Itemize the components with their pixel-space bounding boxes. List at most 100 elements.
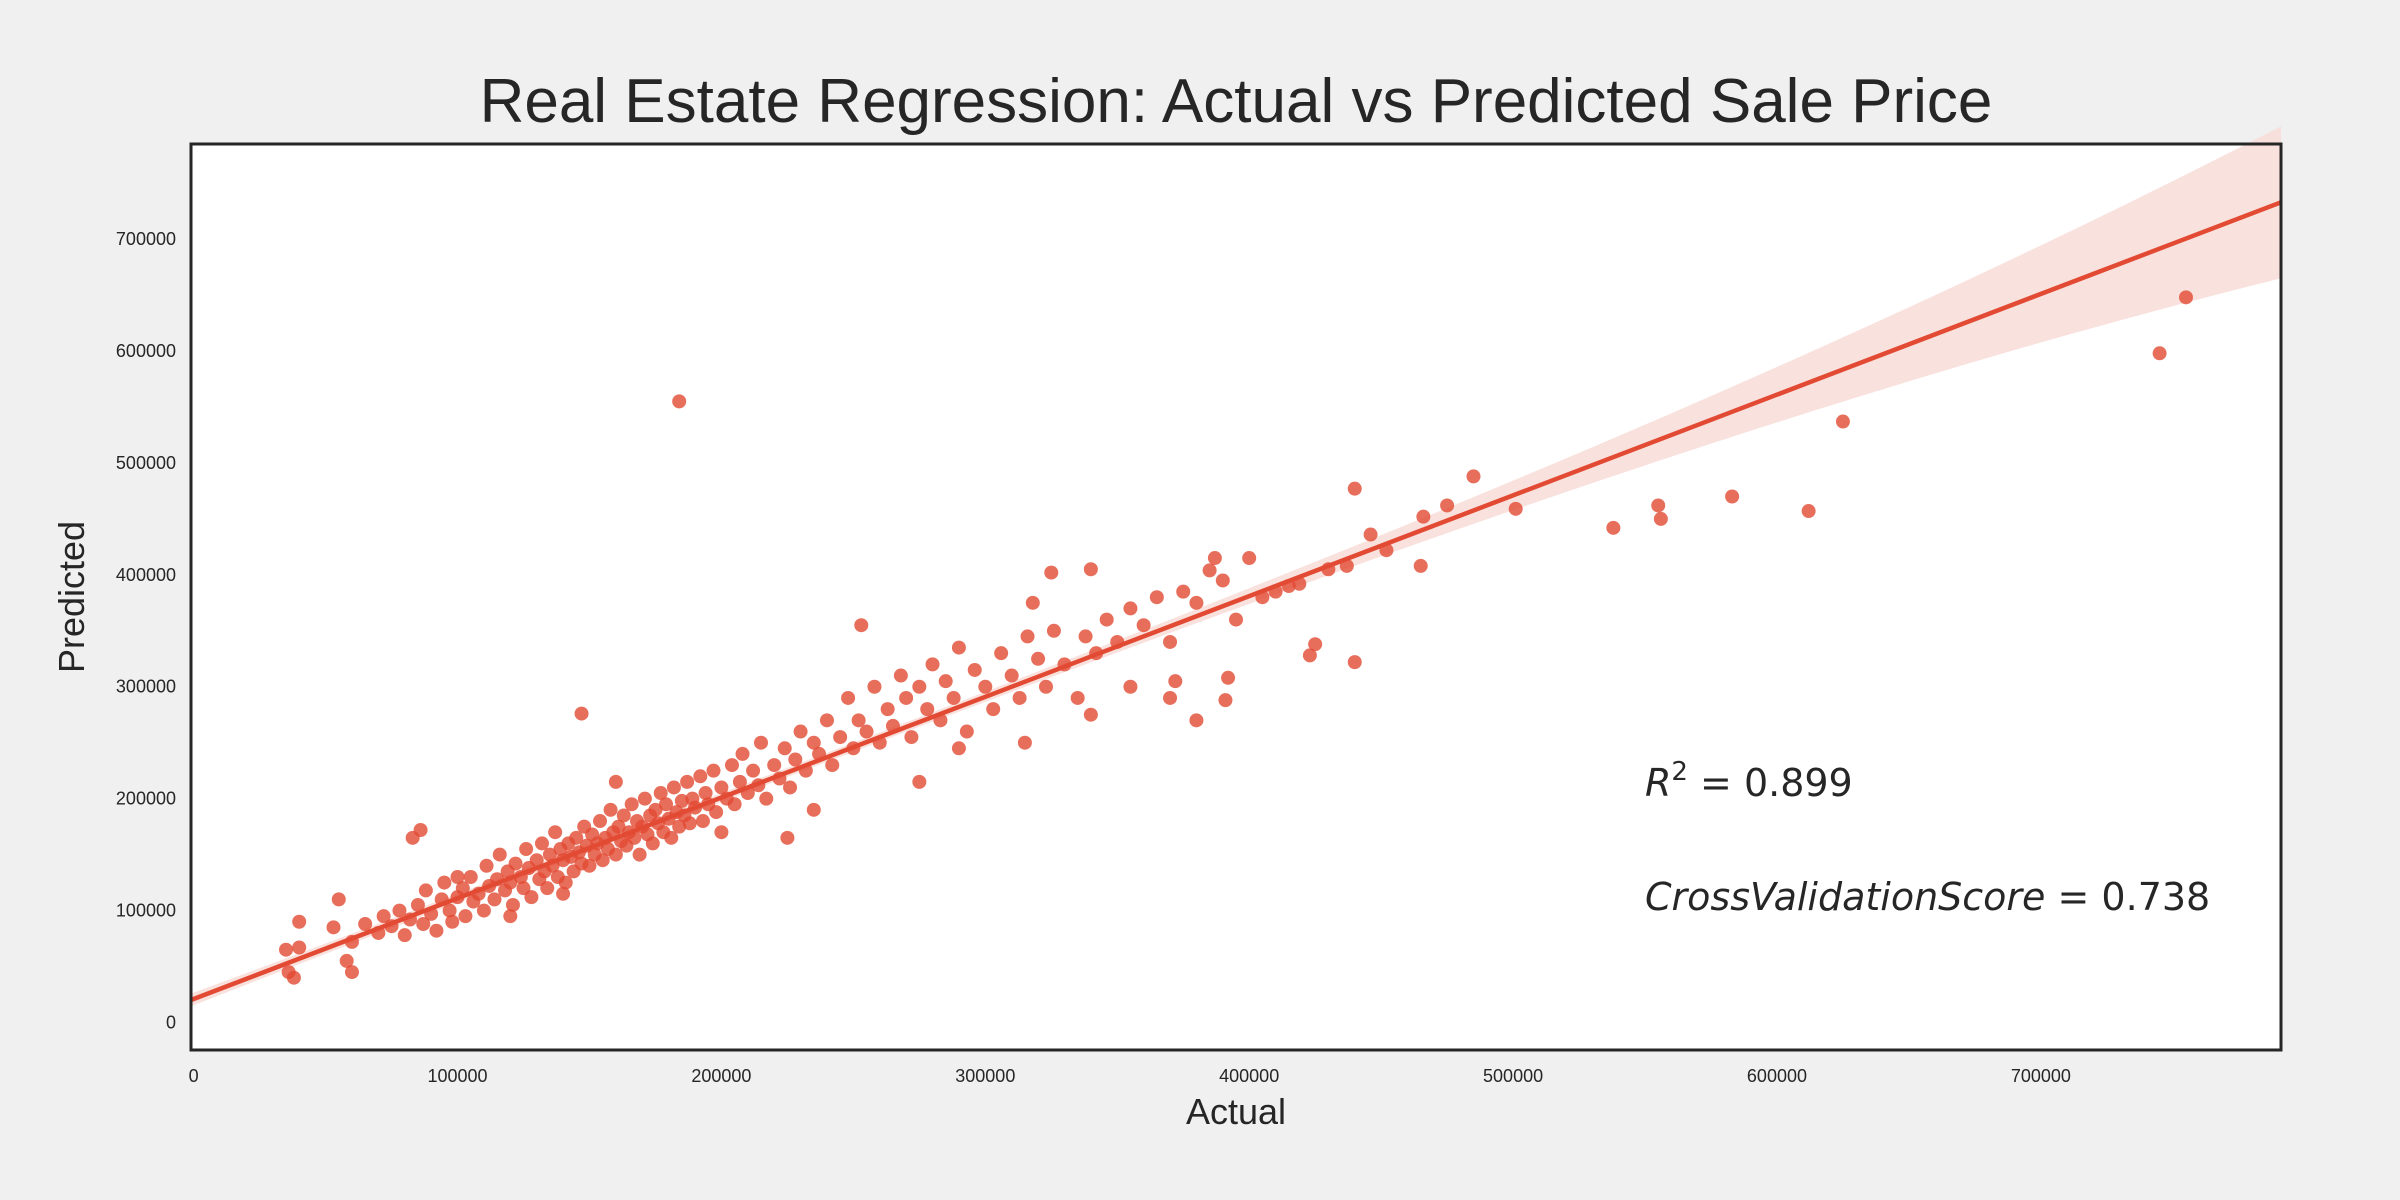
data-point (893, 668, 908, 683)
r-squared-symbol: R (1645, 761, 1671, 805)
x-tick-label: 200000 (691, 1066, 751, 1086)
data-point (1099, 612, 1114, 627)
data-point (1347, 481, 1362, 496)
data-point (505, 897, 520, 912)
data-point (429, 923, 444, 938)
cv-score-value: = 0.738 (2045, 875, 2210, 919)
x-tick-label: 400000 (1219, 1066, 1279, 1086)
data-point (516, 881, 531, 896)
data-point (1136, 618, 1151, 633)
data-point (574, 706, 589, 721)
data-point (759, 791, 774, 806)
data-point (1416, 509, 1431, 524)
data-point (608, 774, 623, 789)
data-point (698, 786, 713, 801)
data-point (648, 802, 663, 817)
data-point (1347, 655, 1362, 670)
r-squared-annotation: R2 = 0.899 (1645, 757, 1853, 805)
data-point (899, 690, 914, 705)
data-point (672, 394, 687, 409)
data-point (534, 836, 549, 851)
data-point (653, 786, 668, 801)
data-point (1413, 558, 1428, 573)
data-point (880, 702, 895, 717)
data-point (659, 797, 673, 812)
y-axis-label: Predicted (51, 521, 92, 673)
data-point (746, 763, 761, 778)
data-point (1801, 504, 1816, 519)
data-point (281, 965, 296, 980)
data-point (967, 662, 982, 677)
data-point (458, 909, 473, 924)
data-point (616, 808, 631, 823)
data-point (1176, 584, 1191, 599)
data-point (1363, 527, 1378, 542)
data-point (1221, 670, 1236, 685)
data-point (548, 825, 563, 840)
data-point (508, 856, 523, 871)
data-point (326, 920, 341, 935)
data-point (1202, 563, 1217, 578)
data-point (938, 674, 953, 689)
data-point (292, 914, 307, 929)
data-point (920, 702, 935, 717)
r-squared-exponent: 2 (1671, 757, 1688, 787)
data-point (1215, 573, 1230, 588)
data-point (2179, 290, 2193, 305)
data-point (1651, 498, 1666, 513)
data-point (624, 797, 639, 812)
data-point (706, 763, 721, 778)
data-point (680, 774, 695, 789)
data-point (450, 869, 465, 884)
data-point (582, 858, 597, 873)
data-point (331, 892, 346, 907)
x-tick-label: 100000 (427, 1066, 487, 1086)
y-tick-label: 300000 (116, 677, 176, 697)
data-point (1012, 690, 1027, 705)
data-point (693, 769, 708, 784)
x-tick-label: 500000 (1483, 1066, 1543, 1086)
data-point (1004, 668, 1019, 683)
data-point (1242, 551, 1257, 566)
data-point (1229, 612, 1243, 627)
data-point (608, 847, 623, 862)
data-point (951, 741, 966, 756)
cv-score-annotation: CrossValidationScore = 0.738 (1645, 875, 2210, 919)
data-point (405, 830, 420, 845)
data-point (1163, 690, 1178, 705)
data-point (1070, 690, 1085, 705)
data-point (912, 774, 927, 789)
data-point (392, 903, 407, 918)
data-point (946, 690, 961, 705)
data-point (951, 640, 966, 655)
data-point (1020, 629, 1035, 644)
data-points (279, 290, 2193, 985)
data-point (358, 916, 373, 931)
y-tick-label: 700000 (116, 229, 176, 249)
data-point (754, 735, 768, 750)
data-point (714, 780, 729, 795)
data-point (806, 735, 821, 750)
data-point (664, 830, 679, 845)
regression-line-group (190, 200, 2282, 1003)
data-point (1466, 469, 1481, 484)
data-point (519, 842, 534, 857)
y-tick-label: 500000 (116, 453, 176, 473)
x-axis-ticks: 0 100000 200000 300000 400000 500000 600000 700… (189, 1066, 2071, 1086)
data-point (793, 724, 808, 739)
data-point (1725, 489, 1740, 504)
data-point (595, 853, 610, 868)
y-tick-label: 400000 (116, 565, 176, 585)
y-tick-label: 100000 (116, 901, 176, 921)
y-tick-label: 200000 (116, 789, 176, 809)
data-point (672, 819, 687, 834)
data-point (1031, 651, 1046, 666)
data-point (714, 825, 729, 840)
data-point (1083, 562, 1098, 577)
data-point (344, 965, 359, 980)
data-point (1189, 713, 1204, 728)
data-point (1046, 623, 1061, 638)
data-point (1189, 595, 1204, 610)
data-point (859, 724, 874, 739)
